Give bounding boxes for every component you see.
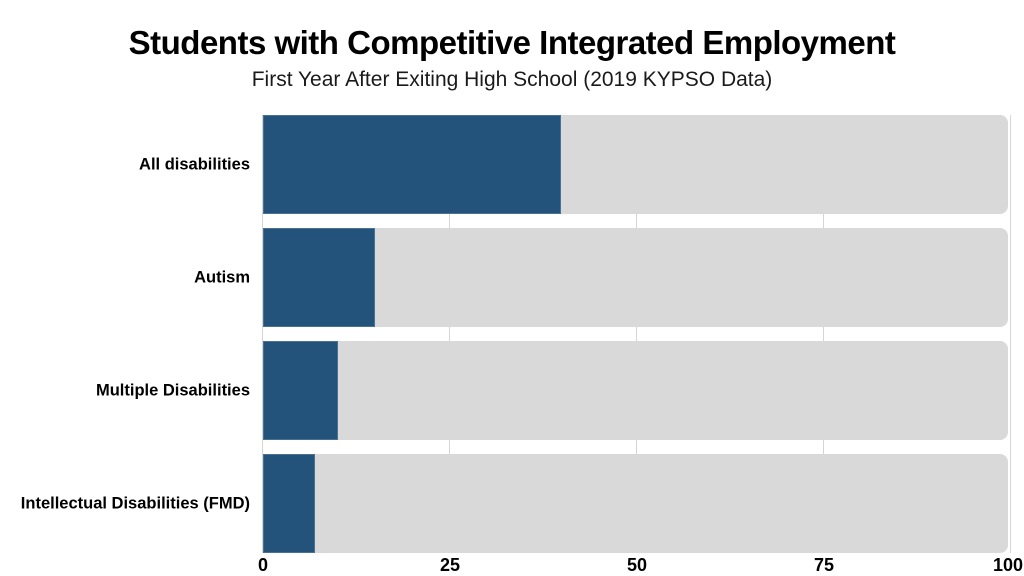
- gridline: [262, 115, 263, 553]
- x-tick-label: 75: [813, 555, 835, 575]
- bar-fill: [263, 228, 375, 327]
- bar-track: [263, 454, 1008, 553]
- x-tick-label: 0: [257, 555, 269, 575]
- gridline: [449, 115, 450, 553]
- bar-fill: [263, 115, 561, 214]
- x-tick-label: 100: [992, 555, 1024, 575]
- category-label: All disabilities: [139, 155, 250, 173]
- gridline: [1010, 115, 1011, 553]
- category-label: Multiple Disabilities: [95, 381, 250, 399]
- bar-track: [263, 341, 1008, 440]
- bar-fill: [263, 341, 338, 440]
- category-label: Autism: [194, 268, 250, 286]
- gridline: [636, 115, 637, 553]
- plot-area: [262, 115, 1011, 553]
- bar-track: [263, 228, 1008, 327]
- bar-fill: [263, 454, 316, 553]
- x-tick-label: 50: [626, 555, 648, 575]
- gridline: [823, 115, 824, 553]
- category-label: Intellectual Disabilities (FMD): [20, 494, 250, 512]
- chart-title: Students with Competitive Integrated Emp…: [128, 24, 896, 61]
- chart-subtitle: First Year After Exiting High School (20…: [251, 68, 773, 91]
- x-tick-label: 25: [439, 555, 461, 575]
- bar-track: [263, 115, 1008, 214]
